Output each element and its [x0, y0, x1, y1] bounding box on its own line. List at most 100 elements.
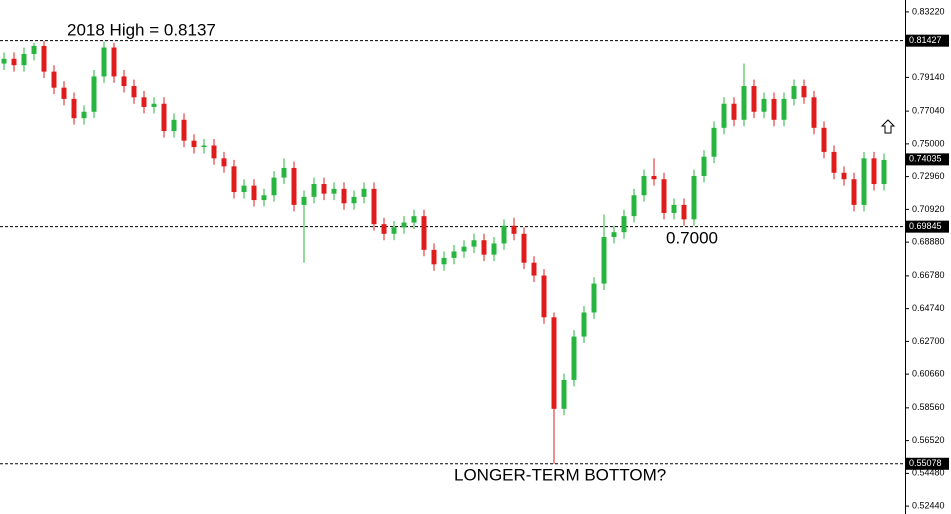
- candle-body: [881, 159, 887, 185]
- level-label: 0.74035: [909, 154, 942, 164]
- candle-body: [391, 227, 397, 234]
- annotation: LONGER-TERM BOTTOM?: [454, 465, 666, 484]
- candle-body: [31, 45, 37, 54]
- candle-body: [351, 196, 357, 204]
- candle-body: [621, 216, 627, 233]
- candle-body: [371, 188, 377, 225]
- y-tick-label: 0.60660: [912, 369, 945, 379]
- candle-body: [721, 103, 727, 128]
- candle-body: [641, 175, 647, 196]
- candle-body: [801, 86, 807, 98]
- candle-body: [461, 246, 467, 252]
- candle-body: [521, 233, 527, 263]
- candle-body: [831, 151, 837, 173]
- candle-body: [121, 76, 127, 87]
- candle-body: [431, 249, 437, 265]
- candle-body: [141, 97, 147, 107]
- candle-body: [161, 103, 167, 132]
- y-tick-label: 0.77040: [912, 105, 945, 115]
- candle-body: [681, 204, 687, 220]
- y-tick-label: 0.58560: [912, 402, 945, 412]
- candle-body: [511, 225, 517, 234]
- candle-body: [11, 58, 17, 66]
- candle-body: [191, 140, 197, 148]
- candle-body: [581, 312, 587, 337]
- candle-body: [211, 145, 217, 159]
- candle-body: [291, 167, 297, 205]
- candle-body: [761, 98, 767, 112]
- arrow-icon: [880, 119, 896, 134]
- candle-body: [601, 237, 607, 284]
- y-tick-label: 0.75000: [912, 138, 945, 148]
- candle-body: [541, 275, 547, 318]
- candle-body: [51, 71, 57, 88]
- level-label-box: [906, 457, 949, 470]
- candle-body: [311, 184, 317, 197]
- candle-body: [811, 97, 817, 128]
- candle-body: [661, 179, 667, 213]
- candle-body: [71, 98, 77, 119]
- candle-body: [851, 179, 857, 205]
- candle-body: [441, 257, 447, 265]
- y-tick-label: 0.83220: [912, 6, 945, 16]
- y-tick-label: 0.66780: [912, 270, 945, 280]
- candle-body: [181, 119, 187, 141]
- candle-body: [451, 251, 457, 258]
- level-label-box: [906, 153, 949, 166]
- candle-body: [591, 283, 597, 313]
- candle-body: [61, 87, 67, 99]
- candle-body: [421, 216, 427, 250]
- candle-body: [411, 216, 417, 223]
- candle-body: [361, 188, 367, 197]
- candle-body: [201, 145, 207, 148]
- candle-body: [751, 86, 757, 112]
- candle-body: [401, 222, 407, 228]
- candle-body: [301, 196, 307, 205]
- candle-body: [741, 86, 747, 120]
- y-tick-label: 0.64740: [912, 303, 945, 313]
- y-tick-label: 0.62700: [912, 336, 945, 346]
- candle-body: [691, 175, 697, 220]
- candle-body: [571, 336, 577, 380]
- candle-body: [841, 172, 847, 180]
- candle-body: [491, 243, 497, 255]
- candle-body: [471, 240, 477, 247]
- candle-body: [151, 103, 157, 107]
- y-tick-label: 0.68880: [912, 237, 945, 247]
- candle-body: [671, 204, 677, 213]
- candle-body: [781, 98, 787, 120]
- candle-body: [821, 127, 827, 152]
- candle-body: [381, 224, 387, 234]
- candle-body: [241, 185, 247, 193]
- candle-body: [871, 158, 877, 185]
- y-tick-label: 0.52440: [912, 501, 945, 511]
- candle-body: [501, 225, 507, 244]
- candle-body: [861, 158, 867, 205]
- candle-body: [551, 317, 557, 409]
- candle-body: [791, 86, 797, 99]
- y-tick-label: 0.54480: [912, 468, 945, 478]
- candle-body: [251, 185, 257, 201]
- candle-body: [281, 167, 287, 178]
- candle-body: [341, 188, 347, 204]
- y-tick-label: 0.79140: [912, 72, 945, 82]
- candle-body: [81, 111, 87, 119]
- annotation: 2018 High = 0.8137: [67, 20, 216, 39]
- candle-body: [531, 262, 537, 276]
- candle-body: [561, 379, 567, 409]
- level-label: 0.81427: [909, 35, 942, 45]
- candle-body: [711, 127, 717, 157]
- candle-body: [131, 86, 137, 98]
- candle-body: [701, 156, 707, 176]
- candle-body: [171, 119, 177, 132]
- candle-body: [271, 177, 277, 196]
- candle-body: [481, 240, 487, 255]
- candle-body: [611, 232, 617, 238]
- level-label-box: [906, 220, 949, 233]
- y-tick-label: 0.72960: [912, 171, 945, 181]
- candle-body: [631, 195, 637, 217]
- candle-body: [321, 184, 327, 194]
- candle-body: [771, 98, 777, 120]
- candle-body: [651, 175, 657, 180]
